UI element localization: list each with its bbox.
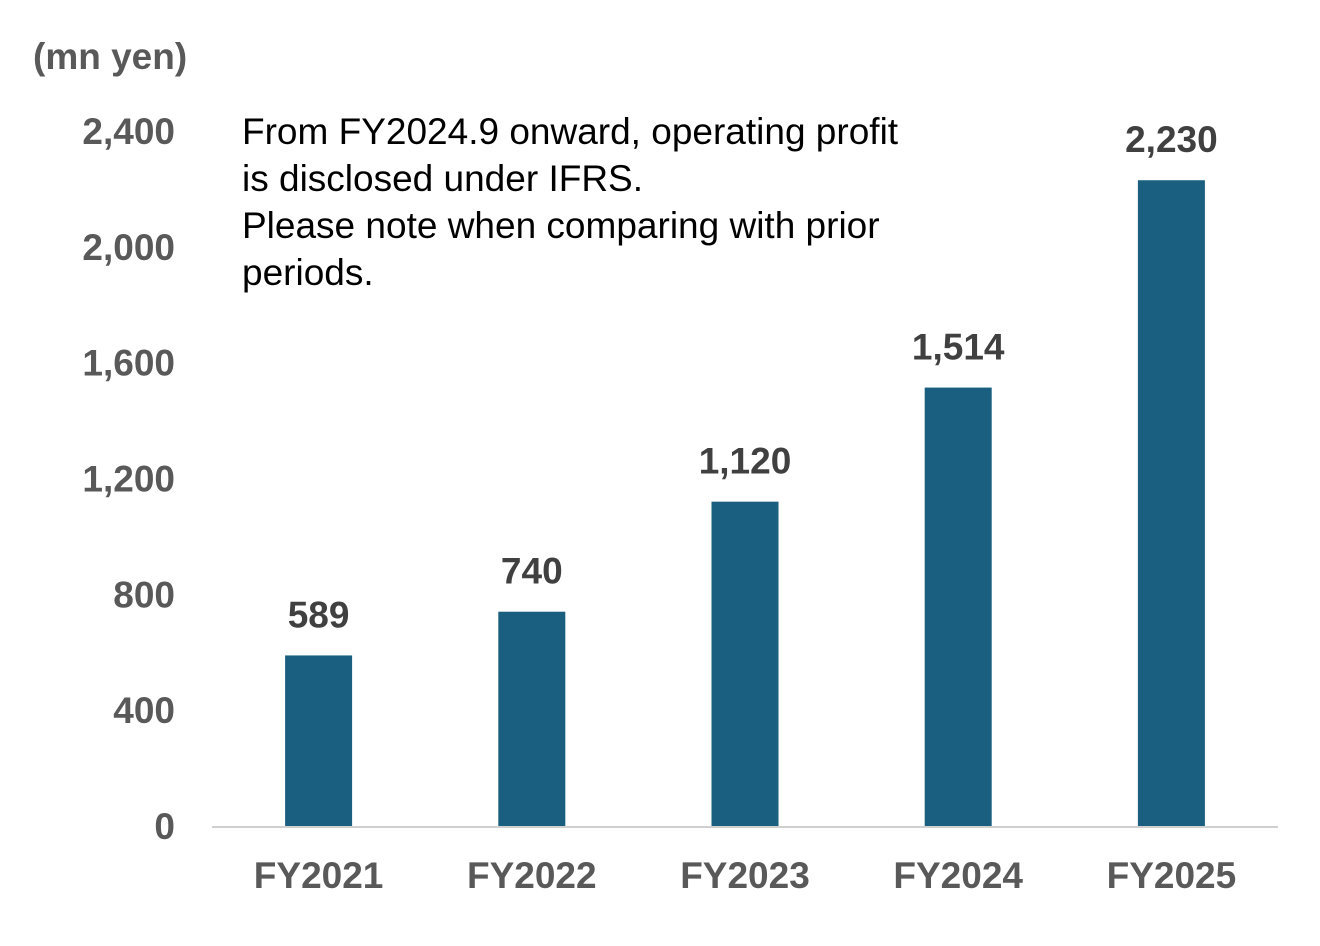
y-axis-ticks: 0 400 800 1,200 1,600 2,000 2,400 (82, 111, 175, 847)
x-axis-ticks: FY2021 FY2022 FY2023 FY2024 FY2025 (254, 855, 1236, 896)
data-label-fy2023: 1,120 (699, 441, 792, 482)
x-tick-label: FY2022 (467, 855, 597, 896)
y-tick-label: 0 (154, 806, 175, 847)
bar-fy2024 (924, 387, 992, 826)
y-tick-label: 1,200 (82, 459, 175, 500)
x-tick-label: FY2023 (680, 855, 810, 896)
x-tick-label: FY2025 (1107, 855, 1237, 896)
bar-fy2023 (711, 501, 779, 826)
y-tick-label: 800 (113, 574, 175, 615)
x-tick-label: FY2024 (893, 855, 1023, 896)
data-label-fy2022: 740 (501, 551, 563, 592)
y-tick-label: 2,400 (82, 111, 175, 152)
data-label-fy2025: 2,230 (1125, 119, 1218, 160)
y-tick-label: 400 (113, 690, 175, 731)
annotation-line: periods. (242, 252, 374, 293)
bar-series (285, 180, 1205, 826)
bar-fy2025 (1137, 180, 1205, 826)
bar-fy2021 (285, 655, 353, 826)
annotation-line: From FY2024.9 onward, operating profit (242, 111, 899, 152)
ifrs-annotation-note: From FY2024.9 onward, operating profit i… (242, 108, 1002, 296)
data-labels: 589 740 1,120 1,514 2,230 (288, 119, 1218, 635)
data-label-fy2024: 1,514 (912, 327, 1005, 368)
x-tick-label: FY2021 (254, 855, 384, 896)
bar-fy2022 (498, 611, 566, 826)
y-tick-label: 1,600 (82, 343, 175, 384)
data-label-fy2021: 589 (288, 594, 350, 635)
annotation-line: Please note when comparing with prior (242, 205, 880, 246)
y-tick-label: 2,000 (82, 227, 175, 268)
annotation-line: is disclosed under IFRS. (242, 158, 644, 199)
y-axis-unit-label: (mn yen) (33, 36, 188, 77)
